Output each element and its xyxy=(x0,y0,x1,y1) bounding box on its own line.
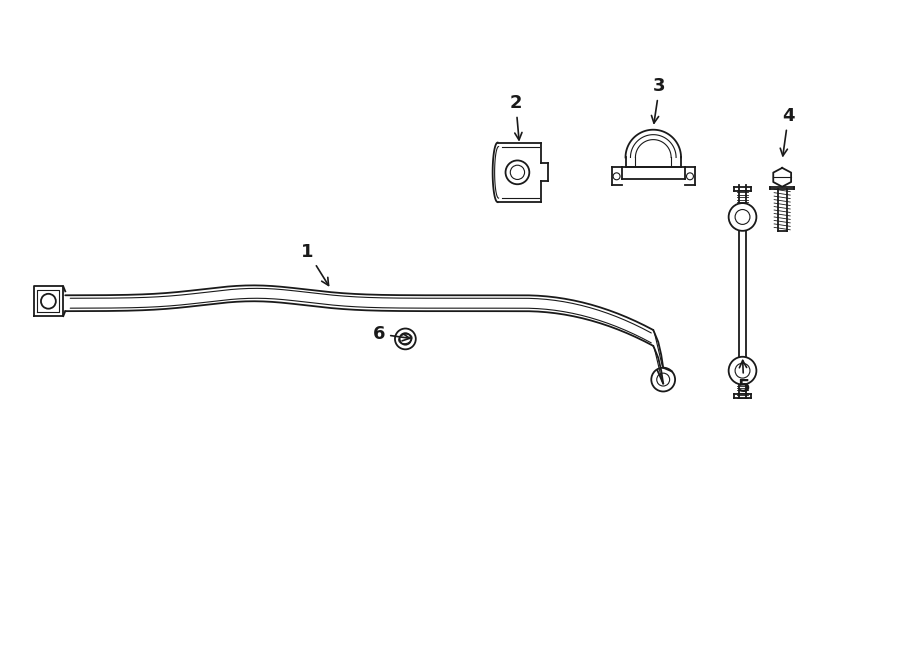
Text: 5: 5 xyxy=(738,360,750,397)
Text: 4: 4 xyxy=(780,107,795,156)
Text: 6: 6 xyxy=(373,325,410,343)
Text: 1: 1 xyxy=(302,243,328,286)
Text: 2: 2 xyxy=(509,94,522,140)
Text: 3: 3 xyxy=(652,77,666,123)
